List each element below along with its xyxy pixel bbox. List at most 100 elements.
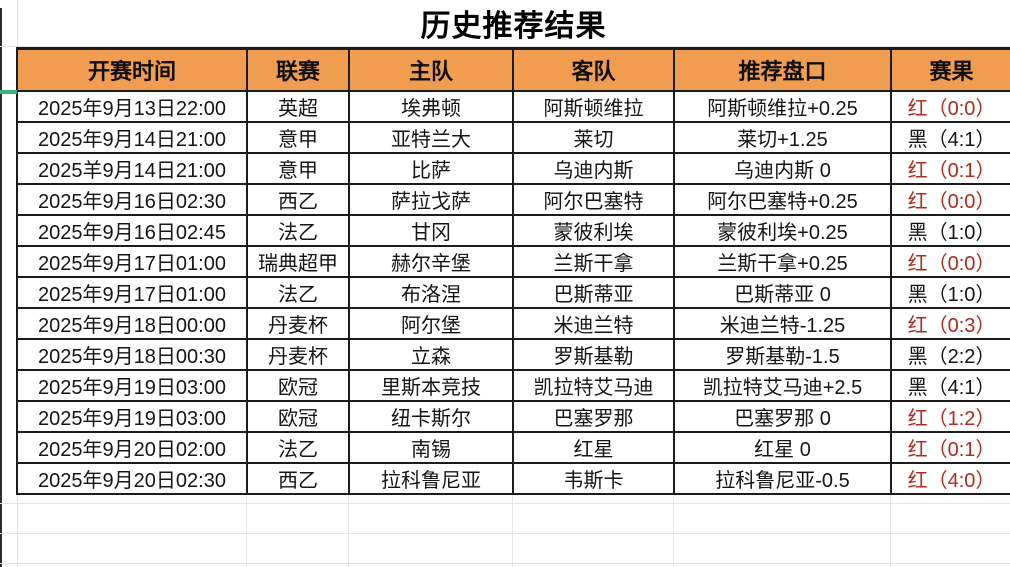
header-home-team[interactable]: 主队 (348, 47, 514, 92)
cell-start-time[interactable]: 2025年9月14日21:00 (16, 121, 248, 154)
cell-handicap[interactable]: 兰斯干拿+0.25 (673, 245, 892, 278)
cell-away-team[interactable]: 莱切 (512, 121, 675, 154)
cell-home-team[interactable]: 比萨 (348, 152, 514, 185)
table-row: 2025年9月19日03:00 欧冠 纽卡斯尔 巴塞罗那 巴塞罗那 0 红（1:… (16, 400, 1010, 433)
cell-league[interactable]: 意甲 (246, 121, 350, 154)
header-away-team[interactable]: 客队 (512, 47, 675, 92)
cell-league[interactable]: 丹麦杯 (246, 307, 350, 340)
cell-result[interactable]: 黑（1:0） (890, 214, 1010, 247)
gridline-horizontal (0, 46, 1010, 47)
gridline-horizontal (0, 563, 1010, 564)
cell-result[interactable]: 黑（4:1） (890, 121, 1010, 154)
cell-home-team[interactable]: 埃弗顿 (348, 90, 514, 123)
gridline-vertical (890, 472, 891, 567)
cell-start-time[interactable]: 2025年9月19日03:00 (16, 400, 248, 433)
cell-start-time[interactable]: 2025年9月13日22:00 (16, 90, 248, 123)
cell-result[interactable]: 红（0:0） (890, 90, 1010, 123)
cell-result[interactable]: 红（0:0） (890, 245, 1010, 278)
cell-away-team[interactable]: 乌迪内斯 (512, 152, 675, 185)
cell-result[interactable]: 红（0:0） (890, 183, 1010, 216)
cell-away-team[interactable]: 兰斯干拿 (512, 245, 675, 278)
cell-start-time[interactable]: 2025年9月20日02:30 (16, 462, 248, 495)
cell-away-team[interactable]: 红星 (512, 431, 675, 464)
cell-handicap[interactable]: 米迪兰特-1.25 (673, 307, 892, 340)
cell-handicap[interactable]: 巴塞罗那 0 (673, 400, 892, 433)
cell-handicap[interactable]: 巴斯蒂亚 0 (673, 276, 892, 309)
cell-home-team[interactable]: 立森 (348, 338, 514, 371)
cell-start-time[interactable]: 2025年9月16日02:45 (16, 214, 248, 247)
cell-league[interactable]: 欧冠 (246, 369, 350, 402)
cell-start-time[interactable]: 2025年9月19日03:00 (16, 369, 248, 402)
cell-away-team[interactable]: 凯拉特艾马迪 (512, 369, 675, 402)
header-result[interactable]: 赛果 (890, 47, 1010, 92)
cell-handicap[interactable]: 蒙彼利埃+0.25 (673, 214, 892, 247)
table-row: 2025年9月18日00:30 丹麦杯 立森 罗斯基勒 罗斯基勒-1.5 黑（2… (16, 338, 1010, 371)
cell-result[interactable]: 红（0:1） (890, 152, 1010, 185)
sheet-left-edge (0, 8, 2, 567)
cell-league[interactable]: 英超 (246, 90, 350, 123)
cell-result[interactable]: 红（4:0） (890, 462, 1010, 495)
cell-league[interactable]: 意甲 (246, 152, 350, 185)
cell-start-time[interactable]: 2025年9月18日00:30 (16, 338, 248, 371)
cell-handicap[interactable]: 红星 0 (673, 431, 892, 464)
cell-home-team[interactable]: 阿尔堡 (348, 307, 514, 340)
cell-handicap[interactable]: 乌迪内斯 0 (673, 152, 892, 185)
cell-start-time[interactable]: 2025年9月20日02:00 (16, 431, 248, 464)
cell-away-team[interactable]: 阿尔巴塞特 (512, 183, 675, 216)
header-row: 开赛时间 联赛 主队 客队 推荐盘口 赛果 (16, 47, 1010, 92)
cell-home-team[interactable]: 里斯本竞技 (348, 369, 514, 402)
page-title: 历史推荐结果 (420, 10, 607, 43)
gridline-horizontal (0, 503, 1010, 504)
cell-start-time[interactable]: 2025年9月16日02:30 (16, 183, 248, 216)
cell-away-team[interactable]: 韦斯卡 (512, 462, 675, 495)
cell-league[interactable]: 西乙 (246, 183, 350, 216)
cell-result[interactable]: 红（0:3） (890, 307, 1010, 340)
table-row: 2025年9月16日02:45 法乙 甘冈 蒙彼利埃 蒙彼利埃+0.25 黑（1… (16, 214, 1010, 247)
cell-result[interactable]: 黑（2:2） (890, 338, 1010, 371)
header-start-time[interactable]: 开赛时间 (16, 47, 248, 92)
table-row: 2025年9月17日01:00 法乙 布洛涅 巴斯蒂亚 巴斯蒂亚 0 黑（1:0… (16, 276, 1010, 309)
cell-handicap[interactable]: 莱切+1.25 (673, 121, 892, 154)
cell-away-team[interactable]: 巴塞罗那 (512, 400, 675, 433)
cell-away-team[interactable]: 蒙彼利埃 (512, 214, 675, 247)
cell-away-team[interactable]: 巴斯蒂亚 (512, 276, 675, 309)
cell-handicap[interactable]: 凯拉特艾马迪+2.5 (673, 369, 892, 402)
cell-result[interactable]: 黑（4:1） (890, 369, 1010, 402)
table-row: 2025羊9月14日21:00 意甲 比萨 乌迪内斯 乌迪内斯 0 红（0:1） (16, 152, 1010, 185)
table-row: 2025年9月13日22:00 英超 埃弗顿 阿斯顿维拉 阿斯顿维拉+0.25 … (16, 90, 1010, 123)
cell-league[interactable]: 法乙 (246, 276, 350, 309)
cell-league[interactable]: 瑞典超甲 (246, 245, 350, 278)
cell-league[interactable]: 西乙 (246, 462, 350, 495)
cell-away-team[interactable]: 米迪兰特 (512, 307, 675, 340)
cell-home-team[interactable]: 纽卡斯尔 (348, 400, 514, 433)
cell-home-team[interactable]: 萨拉戈萨 (348, 183, 514, 216)
cell-home-team[interactable]: 南锡 (348, 431, 514, 464)
cell-handicap[interactable]: 拉科鲁尼亚-0.5 (673, 462, 892, 495)
cell-league[interactable]: 法乙 (246, 214, 350, 247)
cell-start-time[interactable]: 2025年9月18日00:00 (16, 307, 248, 340)
header-league[interactable]: 联赛 (246, 47, 350, 92)
cell-handicap[interactable]: 罗斯基勒-1.5 (673, 338, 892, 371)
cell-league[interactable]: 欧冠 (246, 400, 350, 433)
cell-home-team[interactable]: 甘冈 (348, 214, 514, 247)
table-row: 2025年9月19日03:00 欧冠 里斯本竞技 凯拉特艾马迪 凯拉特艾马迪+2… (16, 369, 1010, 402)
cell-result[interactable]: 黑（1:0） (890, 276, 1010, 309)
cell-handicap[interactable]: 阿尔巴塞特+0.25 (673, 183, 892, 216)
cell-start-time[interactable]: 2025年9月17日01:00 (16, 245, 248, 278)
cell-result[interactable]: 红（0:1） (890, 431, 1010, 464)
cell-handicap[interactable]: 阿斯顿维拉+0.25 (673, 90, 892, 123)
cell-start-time[interactable]: 2025羊9月14日21:00 (16, 152, 248, 185)
cell-home-team[interactable]: 布洛涅 (348, 276, 514, 309)
gridline-vertical (246, 472, 247, 567)
cell-home-team[interactable]: 亚特兰大 (348, 121, 514, 154)
gridline-vertical (673, 472, 674, 567)
cell-home-team[interactable]: 拉科鲁尼亚 (348, 462, 514, 495)
header-handicap[interactable]: 推荐盘口 (673, 47, 892, 92)
cell-away-team[interactable]: 罗斯基勒 (512, 338, 675, 371)
cell-league[interactable]: 丹麦杯 (246, 338, 350, 371)
cell-start-time[interactable]: 2025年9月17日01:00 (16, 276, 248, 309)
cell-result[interactable]: 红（1:2） (890, 400, 1010, 433)
cell-home-team[interactable]: 赫尔辛堡 (348, 245, 514, 278)
cell-league[interactable]: 法乙 (246, 431, 350, 464)
cell-away-team[interactable]: 阿斯顿维拉 (512, 90, 675, 123)
